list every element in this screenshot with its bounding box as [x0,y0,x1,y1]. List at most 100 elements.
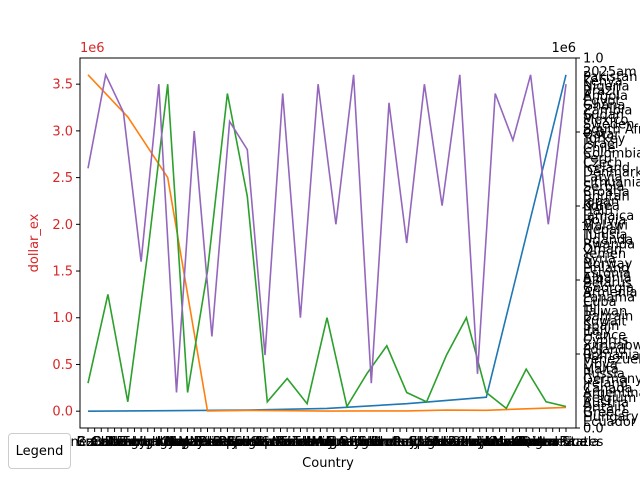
x-tick-label-44: France [358,435,401,450]
x-tick-label-26: Singapore [228,435,294,450]
x-tick-label-33: Thailand [278,435,335,450]
right-category-label-2: Kenya [583,75,623,90]
x-tick-label-40: Australia [325,435,383,450]
x-tick-label-52: Estonia [409,435,457,450]
right-category-label-46: Armenia [583,286,638,301]
right-category-label-59: Romania [583,348,640,363]
right-category-label-58: Poland [583,343,626,358]
x-tick-label-31: Switzerland [256,435,332,450]
x-tick-label-6: Czech [108,435,147,450]
right-tick-label-3: 0.6 [583,200,604,215]
right-category-label-26: Bhutan [583,190,630,205]
left-tick-label-6: 3.0 [52,124,73,139]
x-tick-label-53: Latvia [420,435,460,450]
x-tick-label-41: Austria [337,435,383,450]
right-category-label-15: Israel [583,137,619,152]
left-tick-label-3: 1.5 [52,265,73,280]
x-tick-label-12: India [152,435,184,450]
x-tick-label-34: Turkey [292,435,336,450]
x-tick-label-48: Italy [393,435,422,450]
series-line-2 [87,84,567,410]
right-category-label-12: South Africa [583,123,640,138]
x-tick-label-3: Chile [92,435,125,450]
x-tick-label-61: Honduras [462,435,525,450]
right-category-label-65: Ireland [583,377,628,392]
right-tick-label-0: 0.0 [583,422,604,437]
right-category-label-33: Nepal [583,223,621,238]
right-category-label-72: Hungary [583,410,639,425]
x-tick-label-13: Indonesia [143,435,206,450]
right-category-label-0: 2025am [583,65,637,80]
right-category-label-22: Latvia [583,170,623,185]
x-tick-label-29: Sri Lanka [250,435,310,450]
x-tick-label-38: Vietnam [313,435,367,450]
y-axis-label: dollar_ex [27,213,42,272]
right-category-label-57: Zimbabwe [583,338,640,353]
right-category-label-47: Panama [583,290,635,305]
right-category-label-8: Zambia [583,103,632,118]
right-category-label-71: Greece [583,405,629,420]
right-category-label-38: Yemen [582,247,626,262]
right-category-label-7: Ghana [583,99,626,114]
right-category-label-63: Russia [583,367,625,382]
right-category-label-23: Lithuania [583,175,640,190]
x-tick-label-10: Hong Kong [119,435,190,450]
left-tick-label-7: 3.5 [52,78,73,93]
x-tick-label-4: Britain [93,435,136,450]
x-tick-label-9: Euro area [116,435,179,450]
x-tick-label-15: Japan [168,435,205,450]
right-category-label-29: Haiti [583,204,613,219]
right-category-label-56: Cyprus [583,333,629,348]
x-tick-label-20: Pakistan [194,435,248,450]
x-tick-label-8: Egypt [122,435,160,450]
x-tick-label-42: Belgium [340,435,393,450]
x-tick-label-46: Greece [370,435,416,450]
right-tick-label-4: 0.8 [583,126,604,141]
right-category-label-28: Korea [583,199,620,214]
right-category-label-61: Libya [583,357,618,372]
right-category-label-19: Czech [583,156,622,171]
right-category-label-1: Pakistan [583,70,637,85]
x-tick-label-54: Lithuania [416,435,476,450]
right-category-label-64: Germany [583,372,640,387]
x-tick-label-1: Brazil [76,435,112,450]
right-category-label-73: Ecuador [583,415,637,430]
right-category-label-21: Denmark [583,166,640,181]
right-category-label-11: Sweden [583,118,634,133]
x-tick-label-23: Poland [219,435,262,450]
x-tick-label-66: Nicaragua [493,435,559,450]
left-tick-label-1: 0.5 [52,358,73,373]
x-tick-label-65: Moldova [492,435,547,450]
x-tick-label-16: Malaysia [166,435,223,450]
right-category-label-70: Britain [583,401,626,416]
right-tick-label-5: 1.0 [583,52,604,67]
right-category-label-36: Rwanda [583,238,635,253]
left-tick-label-5: 2.5 [52,171,73,186]
x-tick-label-18: New Zealand [165,435,250,450]
series-line-1 [87,74,567,412]
right-category-label-67: Argentina [583,386,640,401]
x-tick-label-56: Slovenia [432,435,487,450]
x-tick-label-7: Denmark [105,435,165,450]
x-tick-label-37: Uruguay [306,435,362,450]
right-category-label-35: Uganda [583,233,633,248]
right-category-label-18: Peru [583,151,612,166]
x-tick-label-49: Netherlands [374,435,453,450]
legend[interactable]: Legend [8,433,71,469]
right-category-label-6: Egypt [583,94,621,109]
right-category-label-17: Colombia [583,147,640,162]
right-category-label-20: Iceland [583,161,630,176]
right-category-label-50: Taiwan [582,305,627,320]
right-category-label-43: Albania [583,271,632,286]
right-category-label-31: Bolivia [583,214,626,229]
x-tick-label-63: Kuwait [485,435,528,450]
right-category-label-69: Austria [583,396,629,411]
x-tick-label-25: Saudi Arabia [213,435,296,450]
x-tick-label-50: Portugal [393,435,447,450]
x-tick-label-71: United States [515,435,603,450]
x-tick-label-32: Taiwan [277,435,322,450]
right-category-label-68: Belgium [583,391,636,406]
right-category-label-25: Croatia [583,185,630,200]
right-category-label-55: France [583,329,626,344]
x-tick-label-27: South Africa [228,435,307,450]
